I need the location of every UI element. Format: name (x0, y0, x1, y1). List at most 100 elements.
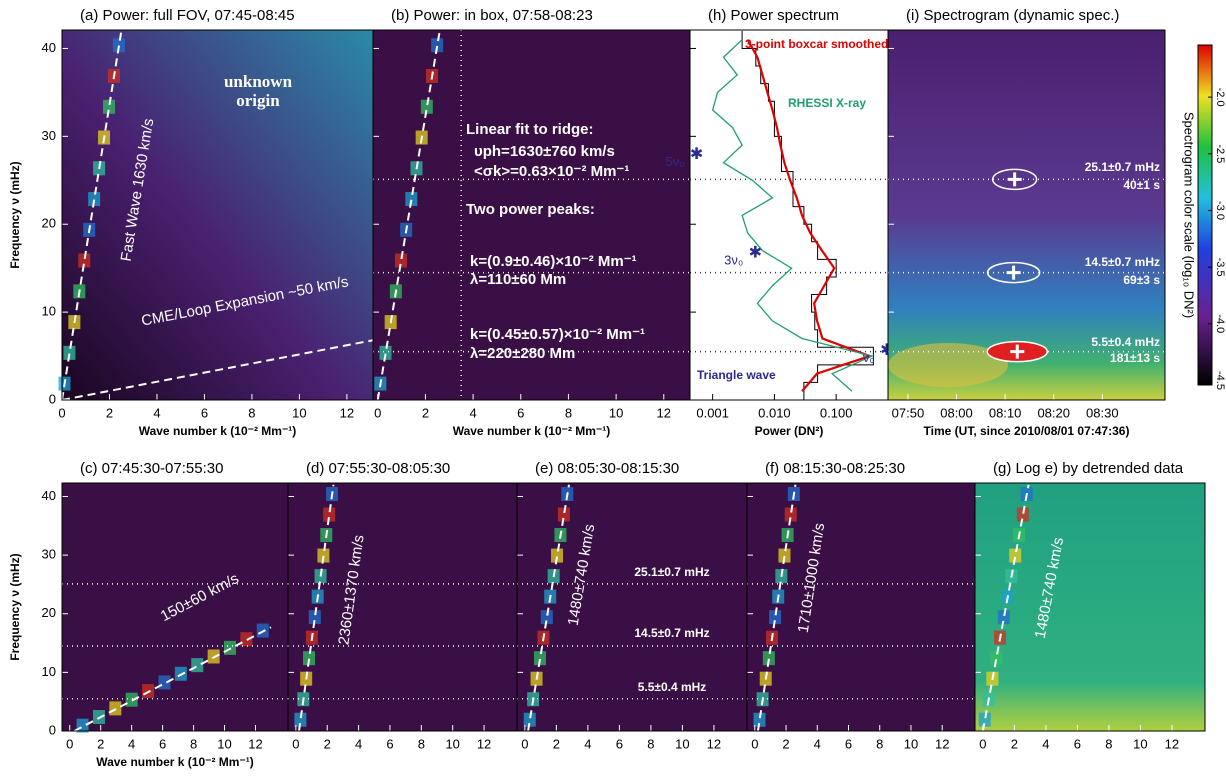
fit-line (297, 484, 335, 732)
x-tick-label: 0.001 (696, 405, 729, 420)
annotation: 5.5±0.4 mHz (638, 680, 707, 694)
x-tick-label: 4 (153, 405, 160, 420)
heat-blob (63, 345, 76, 360)
annotation: k=(0.9±0.46)×10⁻² Mm⁻¹ (470, 253, 637, 270)
heat-blob (431, 38, 444, 53)
panel-title: (h) Power spectrum (708, 7, 839, 24)
x-tick-label: 0 (58, 405, 65, 420)
heat-blob (769, 610, 782, 625)
plot-background (62, 30, 373, 400)
heat-blob (551, 548, 564, 563)
point-label: 5ν₀ (665, 154, 684, 169)
x-tick-label: 08:10 (989, 405, 1022, 420)
x-tick-label: 08:20 (1037, 405, 1070, 420)
heat-blob (888, 343, 1008, 387)
x-tick-label: 8 (190, 736, 197, 751)
triangle-point: ✱ (749, 244, 762, 261)
colorbar (1197, 44, 1213, 386)
x-tick-label: 0 (979, 736, 986, 751)
x-tick-label: 8 (1105, 736, 1112, 751)
panel-title: (a) Power: full FOV, 07:45-08:45 (80, 7, 295, 24)
spectrum-line (711, 39, 874, 392)
x-tick-label: 6 (517, 405, 524, 420)
annotation: 181±13 s (1110, 351, 1160, 365)
peak-marker (1006, 265, 1021, 280)
x-tick-label: 8 (248, 405, 255, 420)
y-axis-label: Frequency ν (mHz) (8, 161, 22, 268)
heat-blob (420, 99, 433, 114)
heat-blob (405, 192, 418, 207)
y-tick-label: 10 (42, 664, 56, 679)
annotation: <σk>=0.63×10⁻² Mm⁻¹ (474, 163, 629, 180)
heat-blob (533, 651, 546, 666)
fit-line (756, 484, 797, 732)
heat-blob (303, 651, 316, 666)
histogram (741, 30, 874, 400)
x-tick-label: 12 (248, 736, 262, 751)
fit-line (527, 484, 570, 732)
annotation: 69±3 s (1123, 273, 1160, 287)
x-tick-label: 10 (217, 736, 231, 751)
x-axis-label: Wave number k (10⁻² Mm⁻¹) (96, 755, 254, 769)
x-tick-label: 2 (324, 736, 331, 751)
x-tick-label: 10 (904, 736, 918, 751)
x-tick-label: 10 (609, 405, 623, 420)
x-axis-label: Wave number k (10⁻² Mm⁻¹) (139, 424, 297, 438)
heat-blob (323, 507, 336, 522)
x-tick-label: 6 (159, 736, 166, 751)
x-tick-label: 0.010 (758, 405, 791, 420)
x-tick-label: 10 (292, 405, 306, 420)
heat-blob (990, 651, 1003, 666)
heat-blob (540, 610, 553, 625)
contour (991, 168, 1038, 191)
panel-title: (f) 08:15:30-08:25:30 (765, 460, 905, 477)
x-tick-label: 8 (647, 736, 654, 751)
fit-line (61, 30, 123, 401)
heat-blob (1009, 548, 1022, 563)
x-tick-label: 12 (477, 736, 491, 751)
annotation: 25.1±0.7 mHz (634, 565, 709, 579)
plot-frame (887, 29, 1166, 401)
x-tick-label: 08:00 (940, 405, 973, 420)
heat-blob (112, 38, 125, 53)
panel-title: (b) Power: in box, 07:58-08:23 (391, 7, 593, 24)
y-tick-label: 20 (42, 216, 56, 231)
y-tick-label: 30 (42, 547, 56, 562)
x-tick-label: 0 (374, 405, 381, 420)
heat-blob (88, 192, 101, 207)
x-tick-label: 8 (418, 736, 425, 751)
annotation: 5.5±0.4 mHz (1091, 335, 1160, 349)
fit-line (73, 626, 272, 732)
annotation: 40±1 s (1123, 178, 1160, 192)
y-tick-label: 0 (49, 391, 56, 406)
annotation: 25.1±0.7 mHz (1085, 160, 1160, 174)
annotation: 14.5±0.7 mHz (634, 626, 709, 640)
colorbar-label: Spectrogram color scale (log₁₀ DN²) (1182, 112, 1197, 318)
x-tick-label: 4 (128, 736, 135, 751)
annotation: Linear fit to ridge: (466, 121, 594, 138)
x-tick-label: 6 (386, 736, 393, 751)
y-tick-label: 0 (49, 722, 56, 737)
annotation: 14.5±0.7 mHz (1085, 255, 1160, 269)
panels: (a) Power: full FOV, 07:45-08:45 0 2 4 6 8 10 1… (8, 7, 1226, 769)
x-tick-label: 0 (521, 736, 528, 751)
heat-blob (778, 548, 791, 563)
x-tick-label: 0 (66, 736, 73, 751)
heat-blob (557, 507, 570, 522)
x-tick-label: 6 (616, 736, 623, 751)
plot-background (517, 483, 747, 731)
annotation: λ=110±60 Mm (470, 271, 566, 288)
legend-entry: Triangle wave (697, 368, 776, 382)
x-tick-label: 8 (565, 405, 572, 420)
fit-line (981, 484, 1030, 732)
x-tick-label: 0.100 (820, 405, 853, 420)
x-tick-label: 10 (445, 736, 459, 751)
fit-line (61, 339, 374, 401)
colorbar-tick-label: -2.5 (1214, 144, 1226, 163)
annotation: unknown (224, 72, 293, 91)
panel-title: (g) Log e) by detrended data (993, 460, 1184, 477)
y-tick-label: 20 (42, 605, 56, 620)
heat-blob (753, 712, 766, 727)
plot-background (747, 483, 975, 731)
